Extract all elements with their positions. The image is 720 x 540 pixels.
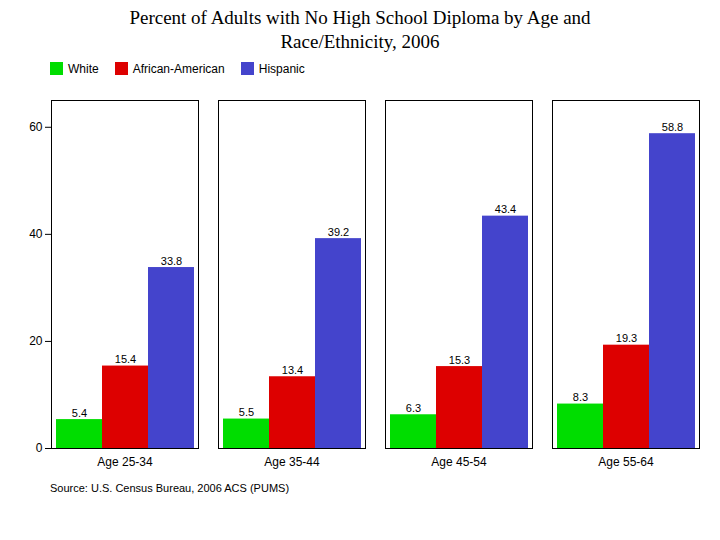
svg-text:15.4: 15.4: [115, 353, 136, 365]
svg-text:13.4: 13.4: [282, 363, 303, 375]
svg-text:5.4: 5.4: [72, 406, 87, 418]
svg-text:Age 45-54: Age 45-54: [431, 455, 487, 469]
html-text:White: White: [68, 61, 99, 76]
html-text:Hispanic: Hispanic: [258, 61, 305, 76]
svg-text:15.3: 15.3: [449, 353, 470, 365]
html-text:Percent of Adults with No High: Percent of Adults with No High School Di…: [129, 7, 591, 52]
svg-text:8.3: 8.3: [573, 391, 588, 403]
svg-text:40: 40: [29, 227, 43, 241]
svg-text:Age 25-34: Age 25-34: [97, 455, 153, 469]
svg-text:6.3: 6.3: [406, 401, 421, 413]
svg-text:58.8: 58.8: [662, 120, 683, 132]
svg-text:43.4: 43.4: [495, 203, 516, 215]
svg-text:33.8: 33.8: [161, 254, 182, 266]
html-text:Source: U.S. Census Bureau, 20: Source: U.S. Census Bureau, 2006 ACS (PU…: [50, 481, 290, 494]
svg-text:Age 35-44: Age 35-44: [264, 455, 320, 469]
svg-text:20: 20: [29, 334, 43, 348]
svg-text:39.2: 39.2: [328, 225, 349, 237]
svg-text:Age 55-64: Age 55-64: [598, 455, 654, 469]
svg-text:60: 60: [29, 120, 43, 134]
html-text:African-American: African-American: [132, 61, 225, 76]
svg-text:0: 0: [36, 441, 43, 455]
svg-text:5.5: 5.5: [239, 406, 254, 418]
svg-text:19.3: 19.3: [616, 332, 637, 344]
